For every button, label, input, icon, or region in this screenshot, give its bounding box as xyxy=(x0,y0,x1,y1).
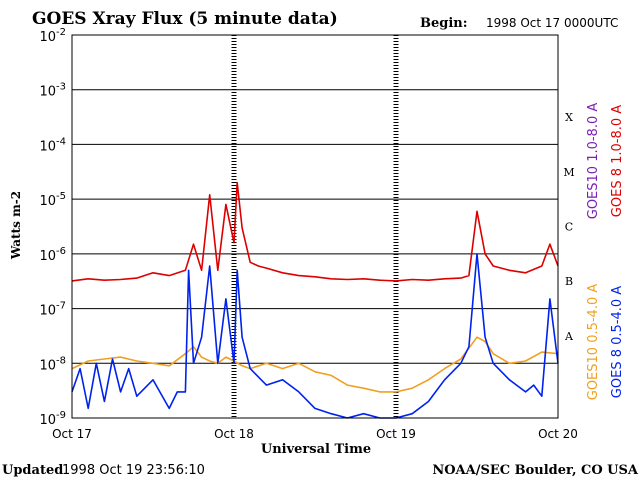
day-divider-layer xyxy=(231,35,399,418)
updated-label: Updated xyxy=(2,463,63,478)
y-tick-base: 10 xyxy=(39,139,56,154)
y-tick-label: 10-3 xyxy=(39,82,66,100)
plot-frame xyxy=(71,34,559,419)
legend-entry: GOES10 0.5-4.0 A xyxy=(586,284,601,401)
y-tick-label: 10-2 xyxy=(39,27,66,45)
y-tick-base: 10 xyxy=(39,413,56,428)
flare-class-label: X xyxy=(565,111,573,124)
series-line-2 xyxy=(71,253,559,419)
updated-value: 1998 Oct 19 23:56:10 xyxy=(62,463,205,478)
begin-value: 1998 Oct 17 0000UTC xyxy=(486,16,618,30)
y-tick-exponent: -2 xyxy=(56,27,66,38)
y-tick-exponent: -7 xyxy=(56,301,66,312)
chart-title: GOES Xray Flux (5 minute data) xyxy=(32,9,338,29)
y-tick-label: 10-9 xyxy=(39,410,66,428)
y-axis-title: Watts m-2 xyxy=(9,191,23,260)
y-tick-exponent: -4 xyxy=(56,136,66,147)
y-tick-exponent: -8 xyxy=(56,355,66,366)
legend: GOES10 1.0-8.0 A GOES 8 1.0-8.0 A GOES10 0… xyxy=(586,103,625,401)
x-tick-label: Oct 18 xyxy=(214,427,254,441)
series-line-0 xyxy=(71,181,559,282)
credit-text: NOAA/SEC Boulder, CO USA xyxy=(432,463,639,478)
y-tick-base: 10 xyxy=(39,304,56,319)
series-line-3 xyxy=(71,336,559,393)
y-tick-exponent: -6 xyxy=(56,246,66,257)
y-tick-base: 10 xyxy=(39,30,56,45)
y-tick-label: 10-5 xyxy=(39,191,66,209)
y-tick-base: 10 xyxy=(39,249,56,264)
y-tick-base: 10 xyxy=(39,85,56,100)
x-tick-label: Oct 17 xyxy=(52,427,92,441)
legend-entry: GOES10 1.0-8.0 A xyxy=(586,103,601,220)
legend-entry: GOES 8 0.5-4.0 A xyxy=(610,286,625,398)
x-tick-labels: Oct 17 Oct 18 Oct 19 Oct 20 xyxy=(52,427,578,441)
x-tick-label: Oct 19 xyxy=(376,427,416,441)
flare-class-label: A xyxy=(564,330,574,343)
flare-class-label: C xyxy=(565,221,573,234)
y-tick-label: 10-4 xyxy=(39,136,66,154)
flare-class-label: M xyxy=(563,166,574,179)
x-axis-title: Universal Time xyxy=(261,442,371,457)
flare-class-labels: X M C B A xyxy=(563,111,574,343)
y-tick-label: 10-6 xyxy=(39,246,66,264)
flare-class-label: B xyxy=(565,275,573,288)
y-tick-base: 10 xyxy=(39,194,56,209)
series-layer xyxy=(71,181,559,419)
y-tick-exponent: -5 xyxy=(56,191,66,202)
x-tick-label: Oct 20 xyxy=(538,427,578,441)
begin-label: Begin: xyxy=(420,16,468,31)
legend-entry: GOES 8 1.0-8.0 A xyxy=(610,105,625,217)
y-tick-exponent: -3 xyxy=(56,82,66,93)
y-tick-label: 10-8 xyxy=(39,355,66,373)
y-tick-exponent: -9 xyxy=(56,410,66,421)
y-tick-label: 10-7 xyxy=(39,301,66,319)
grid-layer xyxy=(72,34,558,419)
y-tick-labels: 10-210-310-410-510-610-710-810-9 xyxy=(39,27,66,428)
y-tick-base: 10 xyxy=(39,358,56,373)
